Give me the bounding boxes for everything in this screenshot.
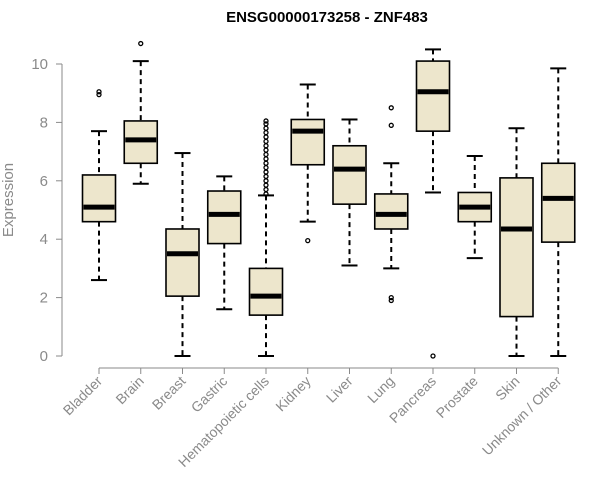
boxes-layer xyxy=(81,40,576,359)
x-tick-label: Lung xyxy=(364,373,397,406)
box-group xyxy=(499,127,534,357)
outlier-point xyxy=(263,178,269,184)
outlier-point xyxy=(263,129,269,136)
outlier-point xyxy=(263,186,269,193)
x-tick-label: Skin xyxy=(492,373,523,404)
box-iqr xyxy=(499,177,534,318)
outlier-point xyxy=(263,182,269,188)
box-iqr xyxy=(81,174,117,223)
box-iqr xyxy=(206,190,242,245)
x-tick-label: Liver xyxy=(323,373,356,406)
outlier-point xyxy=(263,165,269,171)
y-tick-label: 10 xyxy=(31,56,48,73)
y-axis: 0 2 4 6 8 10 xyxy=(31,56,63,365)
outlier-point xyxy=(263,121,269,127)
outlier-point xyxy=(263,151,269,158)
box-group xyxy=(457,154,493,260)
outlier-point xyxy=(263,147,269,153)
box-iqr xyxy=(373,193,409,230)
box-group xyxy=(165,152,200,357)
box-group xyxy=(81,89,117,282)
outlier-point xyxy=(263,143,269,149)
y-tick-label: 0 xyxy=(40,348,48,365)
x-tick-label: Prostate xyxy=(433,373,481,421)
outlier-point xyxy=(388,122,394,128)
y-tick-label: 4 xyxy=(40,231,48,248)
outlier-point xyxy=(263,118,269,124)
outlier-point xyxy=(96,89,102,95)
outlier-point xyxy=(263,169,269,175)
y-tick-label: 6 xyxy=(40,173,48,190)
box-iqr xyxy=(248,267,284,316)
box-group xyxy=(373,105,409,304)
box-group xyxy=(123,40,159,185)
y-tick-label: 2 xyxy=(40,290,48,307)
outlier-point xyxy=(263,173,269,180)
outlier-point xyxy=(263,125,269,131)
outlier-point xyxy=(305,238,311,244)
box-group xyxy=(332,118,367,267)
outlier-point xyxy=(263,160,269,166)
chart-title: ENSG00000173258 - ZNF483 xyxy=(226,9,428,26)
box-iqr xyxy=(332,144,367,205)
outlier-point xyxy=(388,105,394,111)
box-iqr xyxy=(415,60,451,132)
outlier-point xyxy=(388,294,394,301)
x-tick-label: Bladder xyxy=(60,373,106,419)
y-axis-label: Expression xyxy=(0,163,17,237)
x-tick-label: Breast xyxy=(149,373,189,413)
box-iqr xyxy=(290,118,326,166)
x-tick-label: Brain xyxy=(112,373,146,407)
x-tick-label: Unknown / Other xyxy=(479,373,565,459)
outlier-point xyxy=(388,297,394,304)
outlier-point xyxy=(138,40,144,47)
box-group xyxy=(540,67,576,357)
outlier-point xyxy=(430,353,436,359)
box-iqr xyxy=(165,228,200,297)
box-group xyxy=(248,118,284,357)
outlier-point xyxy=(96,92,102,98)
box-iqr xyxy=(540,162,576,243)
box-group xyxy=(206,175,242,311)
y-tick-label: 8 xyxy=(40,114,48,131)
outlier-point xyxy=(263,156,269,162)
box-group xyxy=(290,83,326,244)
box-group xyxy=(415,48,451,359)
x-tick-label: Kidney xyxy=(272,373,314,415)
outlier-point xyxy=(263,191,269,197)
outlier-point xyxy=(263,138,269,145)
outlier-point xyxy=(263,134,269,140)
